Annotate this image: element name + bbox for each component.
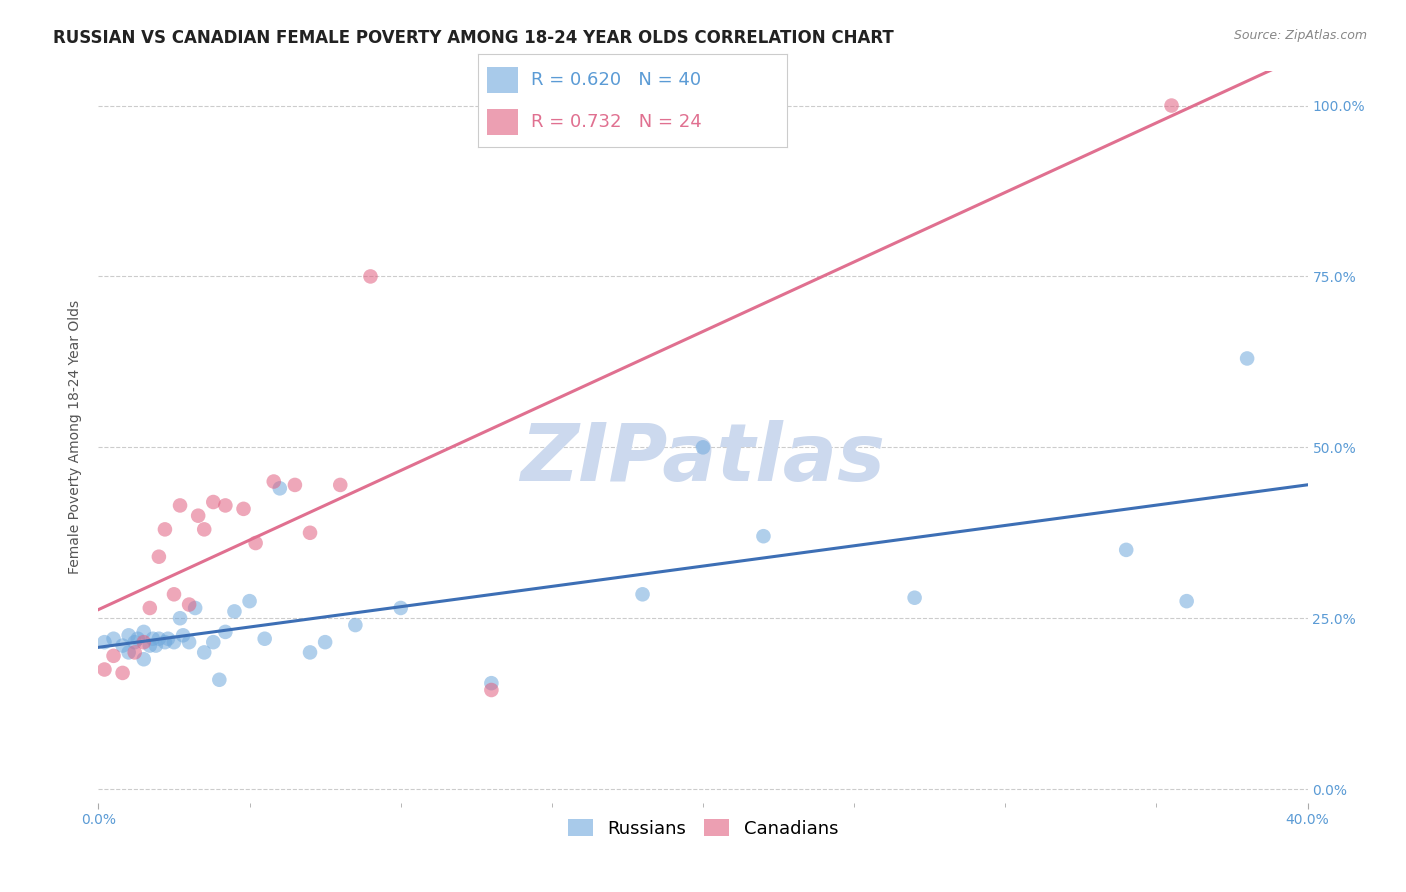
Bar — [488, 109, 519, 135]
Point — [389, 601, 412, 615]
Point — [145, 639, 167, 653]
Point — [153, 635, 176, 649]
Point — [904, 591, 927, 605]
Point — [752, 529, 775, 543]
Point — [299, 525, 322, 540]
Text: RUSSIAN VS CANADIAN FEMALE POVERTY AMONG 18-24 YEAR OLDS CORRELATION CHART: RUSSIAN VS CANADIAN FEMALE POVERTY AMONG… — [53, 29, 894, 46]
Point — [111, 639, 134, 653]
Point — [132, 624, 155, 639]
Point — [1236, 351, 1258, 366]
Point — [93, 663, 115, 677]
Point — [124, 645, 146, 659]
Point — [132, 652, 155, 666]
Point — [103, 632, 125, 646]
Point — [284, 478, 307, 492]
Point — [118, 628, 141, 642]
Point — [193, 522, 215, 536]
Point — [139, 639, 162, 653]
Bar — [488, 67, 519, 93]
Point — [481, 676, 503, 690]
Point — [187, 508, 209, 523]
Point — [111, 665, 134, 680]
Point — [208, 673, 231, 687]
Text: R = 0.732   N = 24: R = 0.732 N = 24 — [530, 113, 702, 131]
Point — [172, 628, 194, 642]
Point — [214, 499, 236, 513]
Point — [139, 601, 162, 615]
Point — [103, 648, 125, 663]
Text: Source: ZipAtlas.com: Source: ZipAtlas.com — [1233, 29, 1367, 42]
Point — [184, 601, 207, 615]
Point — [179, 598, 201, 612]
Point — [193, 645, 215, 659]
Point — [1160, 98, 1182, 112]
Point — [692, 440, 714, 454]
Point — [118, 645, 141, 659]
Point — [179, 635, 201, 649]
Point — [224, 604, 246, 618]
Point — [232, 501, 254, 516]
Point — [127, 632, 149, 646]
Point — [360, 269, 382, 284]
Y-axis label: Female Poverty Among 18-24 Year Olds: Female Poverty Among 18-24 Year Olds — [69, 300, 83, 574]
Point — [163, 635, 186, 649]
Point — [1175, 594, 1198, 608]
Point — [156, 632, 179, 646]
Point — [329, 478, 352, 492]
Point — [132, 635, 155, 649]
Point — [148, 632, 170, 646]
Point — [93, 635, 115, 649]
Point — [214, 624, 236, 639]
Point — [269, 481, 291, 495]
Point — [253, 632, 276, 646]
Point — [142, 632, 165, 646]
Point — [299, 645, 322, 659]
Point — [169, 499, 191, 513]
Point — [245, 536, 267, 550]
Point — [239, 594, 262, 608]
Point — [263, 475, 285, 489]
Point — [169, 611, 191, 625]
Point — [631, 587, 654, 601]
Text: R = 0.620   N = 40: R = 0.620 N = 40 — [530, 70, 700, 88]
Text: ZIPatlas: ZIPatlas — [520, 420, 886, 498]
Point — [1115, 542, 1137, 557]
Point — [344, 618, 367, 632]
Point — [124, 635, 146, 649]
Legend: Russians, Canadians: Russians, Canadians — [561, 813, 845, 845]
Point — [202, 495, 225, 509]
Point — [148, 549, 170, 564]
Point — [481, 683, 503, 698]
Point — [314, 635, 336, 649]
Point — [163, 587, 186, 601]
Point — [202, 635, 225, 649]
Point — [153, 522, 176, 536]
